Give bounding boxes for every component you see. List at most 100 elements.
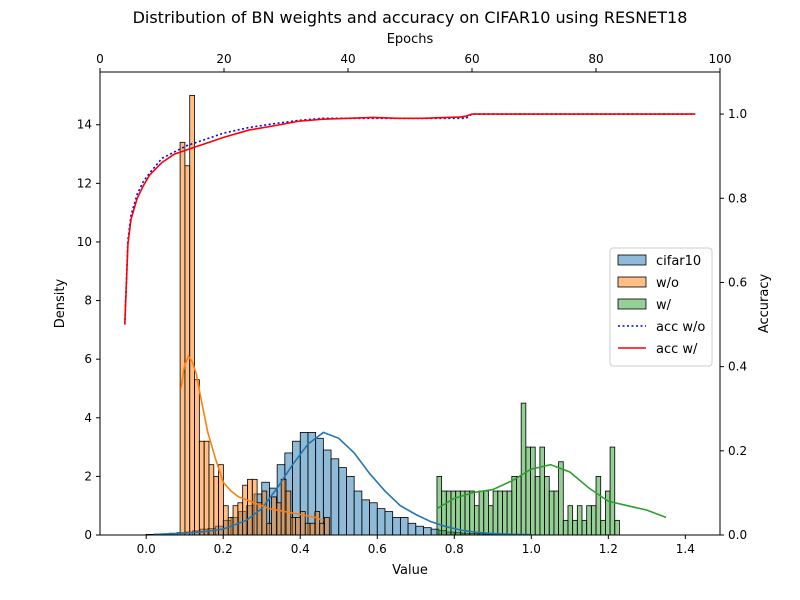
hist-bar-2-18 [520,402,527,536]
hist-bar-2-28 [567,505,574,536]
hist-bar-2-37 [609,446,616,536]
hist-bar-0-24 [330,458,340,536]
hist-bar-1-30 [324,517,330,536]
x-tick-label: 1.2 [599,542,618,556]
right-y-axis-label: Accuracy [757,274,772,334]
hist-bar-0-33 [399,517,409,536]
hist-bar-1-21 [280,478,287,536]
hist-bar-2-14 [502,490,508,536]
chart-title: Distribution of BN weights and accuracy … [133,8,688,27]
kde-line-0 [153,431,532,536]
hist-bar-1-27 [309,522,316,536]
hist-bar-2-33 [590,505,597,536]
hist-bar-1-5 [203,440,210,536]
hist-bar-2-29 [572,519,578,536]
legend: cifar10 w/o w/acc w/o acc w/ [609,247,713,367]
hist-bar-1-13 [242,484,248,536]
right-y-tick-label: 0.6 [728,275,747,289]
hist-bar-1-26 [304,522,311,536]
legend-swatch-2 [617,298,647,310]
plot-area: 0.0 0.2 0.4 0.6 0.8 1.0 1.2 1.4 0 2 4 6 8 10 12 14 0 20 40… [77,52,747,556]
hist-bar-1-20 [275,502,282,536]
y-tick-label: 8 [84,294,92,308]
legend-label-0: cifar10 [656,254,701,269]
hist-bar-1-0 [179,141,186,536]
hist-bar-2-38 [614,519,620,536]
hist-bar-1-4 [198,440,205,536]
hist-bar-2-25 [553,490,560,536]
hist-bar-0-27 [353,490,363,536]
hist-bar-2-27 [562,519,569,536]
accuracy-line-1 [124,113,696,325]
right-y-tick-label: 0.8 [728,191,747,205]
hist-bar-2-30 [576,505,583,536]
hist-bar-2-32 [586,505,592,536]
hist-bar-2-24 [548,490,555,536]
top-x-tick-label: 60 [464,52,479,66]
top-x-tick-label: 80 [588,52,603,66]
hist-bar-1-7 [213,475,220,536]
hist-bar-1-1 [184,165,191,536]
hist-bar-2-11 [488,505,494,536]
x-tick-label: 0.6 [368,542,387,556]
hist-bar-1-23 [290,517,297,536]
y-tick-label: 10 [77,235,92,249]
hist-bar-1-18 [266,522,272,536]
hist-bar-2-36 [604,490,611,536]
hist-bar-2-6 [464,490,471,536]
hist-bar-0-34 [407,522,417,536]
hist-bar-1-15 [251,478,258,536]
hist-bar-0-32 [392,517,401,536]
hist-bar-0-36 [423,527,432,536]
hist-bar-2-13 [497,490,503,536]
hist-bar-2-35 [600,519,606,536]
hist-bar-2-1 [441,490,447,536]
hist-bar-2-26 [558,461,564,536]
hist-bar-0-25 [338,467,347,536]
top-x-tick-label: 20 [216,52,231,66]
top-x-axis-label: Epochs [387,32,434,47]
right-y-tick-label: 1.0 [728,107,747,121]
hist-bar-2-16 [511,475,517,536]
kde-line-2 [436,463,667,519]
x-tick-label: 0.4 [291,542,310,556]
hist-bar-0-31 [384,511,394,536]
top-x-tick-label: 0 [96,52,104,66]
x-tick-label: 1.4 [676,542,695,556]
hist-bar-2-12 [492,490,499,536]
hist-bar-1-6 [208,464,215,536]
legend-swatch-1 [617,276,647,288]
hist-bar-2-19 [525,446,531,536]
x-tick-label: 0.8 [445,542,464,556]
hist-bar-1-2 [189,95,195,536]
x-axis-label: Value [392,563,428,578]
y-tick-label: 4 [84,411,92,425]
hist-bar-1-12 [237,502,244,536]
legend-label-3: acc w/o [656,320,705,335]
hist-bar-1-14 [247,478,253,536]
hist-bar-2-7 [469,490,475,536]
y-tick-label: 6 [84,352,92,366]
hist-bar-2-23 [544,475,550,536]
legend-label-1: w/o [656,276,679,291]
x-tick-label: 0.0 [137,542,156,556]
y-tick-label: 14 [77,118,92,132]
hist-bar-1-11 [232,505,239,536]
hist-bar-2-5 [459,490,466,536]
hist-bar-2-15 [506,490,513,536]
top-x-tick-label: 100 [709,52,732,66]
hist-bar-0-35 [415,525,424,536]
hist-bar-2-31 [581,519,588,536]
y-axis-label: Density [53,278,68,328]
y-tick-label: 0 [84,528,92,542]
accuracy-line-0 [124,113,696,325]
y-tick-label: 12 [77,176,92,190]
x-tick-label: 0.2 [214,542,233,556]
hist-bar-0-29 [369,502,378,536]
hist-bar-1-29 [319,522,325,536]
hist-bar-1-17 [261,490,268,536]
hist-bar-2-20 [530,446,536,536]
right-y-tick-label: 0.0 [728,528,747,542]
hist-bar-1-16 [256,502,263,536]
